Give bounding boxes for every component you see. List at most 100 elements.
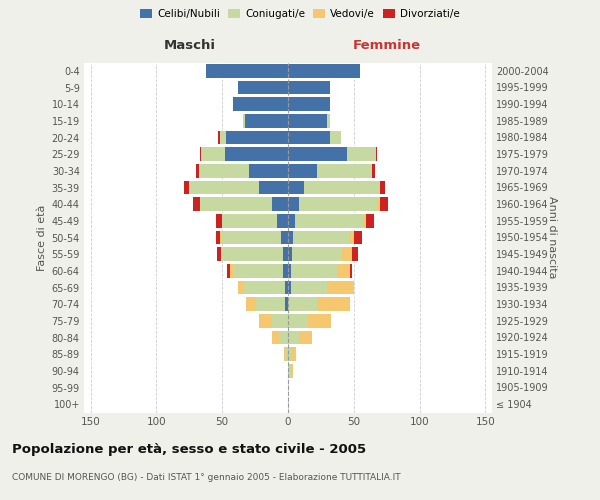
Bar [272, 330, 279, 344]
Bar [226, 130, 288, 144]
Bar [349, 230, 354, 244]
Bar [277, 214, 288, 228]
Bar [288, 98, 330, 111]
Bar [288, 280, 290, 294]
Bar [238, 280, 243, 294]
Bar [288, 330, 299, 344]
Bar [221, 230, 281, 244]
Bar [288, 164, 317, 177]
Bar [299, 198, 377, 211]
Bar [288, 214, 295, 228]
Y-axis label: Anni di nascita: Anni di nascita [547, 196, 557, 278]
Bar [288, 314, 308, 328]
Text: COMUNE DI MORENGO (BG) - Dati ISTAT 1° gennaio 2005 - Elaborazione TUTTITALIA.IT: COMUNE DI MORENGO (BG) - Dati ISTAT 1° g… [12, 472, 401, 482]
Bar [342, 248, 352, 261]
Bar [288, 348, 290, 361]
Bar [288, 248, 292, 261]
Bar [227, 264, 230, 278]
Bar [286, 348, 288, 361]
Bar [283, 248, 288, 261]
Bar [337, 264, 350, 278]
Bar [218, 130, 220, 144]
Bar [286, 280, 288, 294]
Bar [196, 164, 199, 177]
Bar [246, 298, 256, 311]
Bar [347, 148, 376, 161]
Bar [290, 264, 337, 278]
Bar [288, 298, 317, 311]
Y-axis label: Fasce di età: Fasce di età [37, 204, 47, 270]
Bar [284, 348, 286, 361]
Bar [283, 264, 288, 278]
Bar [259, 180, 288, 194]
Legend: Celibi/Nubili, Coniugati/e, Vedovi/e, Divorziati/e: Celibi/Nubili, Coniugati/e, Vedovi/e, Di… [136, 5, 464, 24]
Bar [376, 148, 377, 161]
Bar [199, 164, 248, 177]
Bar [290, 280, 328, 294]
Bar [243, 280, 286, 294]
Bar [350, 264, 352, 278]
Bar [365, 214, 374, 228]
Bar [243, 114, 245, 128]
Bar [220, 230, 221, 244]
Bar [220, 130, 226, 144]
Bar [363, 214, 365, 228]
Bar [200, 148, 201, 161]
Bar [201, 148, 225, 161]
Bar [288, 130, 330, 144]
Bar [328, 114, 330, 128]
Bar [281, 230, 288, 244]
Bar [206, 64, 288, 78]
Bar [288, 114, 328, 128]
Bar [288, 148, 347, 161]
Bar [380, 180, 385, 194]
Bar [215, 214, 222, 228]
Bar [288, 230, 293, 244]
Bar [293, 230, 349, 244]
Bar [230, 264, 233, 278]
Bar [222, 248, 283, 261]
Bar [352, 248, 358, 261]
Bar [238, 80, 288, 94]
Bar [288, 80, 330, 94]
Bar [222, 214, 277, 228]
Bar [317, 298, 350, 311]
Bar [299, 330, 311, 344]
Text: Maschi: Maschi [163, 38, 215, 52]
Bar [330, 130, 341, 144]
Bar [256, 298, 286, 311]
Bar [372, 164, 375, 177]
Bar [286, 298, 288, 311]
Bar [377, 198, 380, 211]
Bar [288, 264, 290, 278]
Bar [279, 330, 288, 344]
Bar [233, 264, 283, 278]
Bar [200, 198, 272, 211]
Text: Femmine: Femmine [353, 38, 421, 52]
Bar [380, 198, 388, 211]
Bar [245, 114, 288, 128]
Bar [272, 198, 288, 211]
Bar [304, 180, 379, 194]
Text: Popolazione per età, sesso e stato civile - 2005: Popolazione per età, sesso e stato civil… [12, 442, 366, 456]
Bar [259, 314, 272, 328]
Bar [189, 180, 259, 194]
Bar [248, 164, 288, 177]
Bar [379, 180, 380, 194]
Bar [215, 230, 220, 244]
Bar [193, 198, 200, 211]
Bar [288, 180, 304, 194]
Bar [233, 98, 288, 111]
Bar [288, 198, 299, 211]
Bar [225, 148, 288, 161]
Bar [308, 314, 331, 328]
Bar [288, 364, 290, 378]
Bar [292, 248, 342, 261]
Bar [272, 314, 288, 328]
Bar [290, 364, 293, 378]
Bar [317, 164, 372, 177]
Bar [295, 214, 363, 228]
Bar [354, 230, 362, 244]
Bar [290, 348, 296, 361]
Bar [288, 64, 361, 78]
